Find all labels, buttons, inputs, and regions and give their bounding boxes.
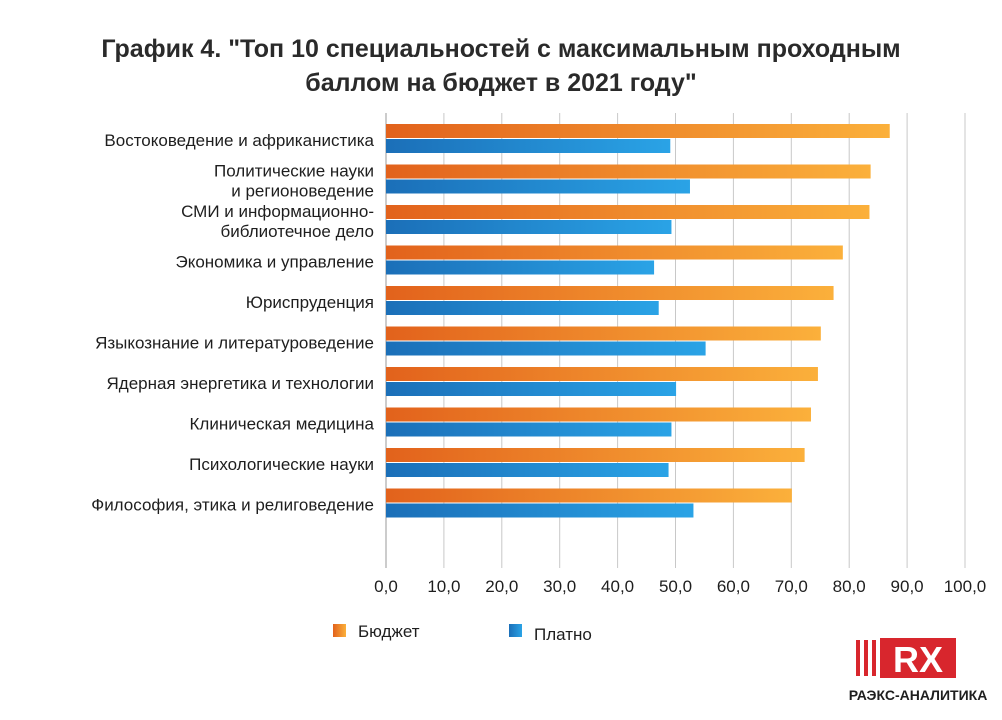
category-labels: Востоковедение и африканистика Политическ…	[91, 131, 374, 515]
paid-bar	[386, 463, 669, 477]
legend-label-budget: Бюджет	[358, 622, 420, 641]
logo-mark: RX	[893, 639, 943, 680]
x-tick-label: 100,0	[944, 577, 987, 596]
x-tick-label: 30,0	[543, 577, 576, 596]
budget-bar	[386, 205, 870, 219]
raex-logo: RX РАЭКС-АНАЛИТИКА	[849, 638, 988, 703]
paid-bar	[386, 422, 672, 437]
x-tick-label: 40,0	[601, 577, 634, 596]
bars-group	[386, 124, 890, 518]
budget-bar	[386, 326, 821, 341]
paid-bar	[386, 382, 677, 396]
paid-bar	[386, 220, 672, 234]
category-label: Политические науки	[214, 162, 374, 181]
chart-title-line-1: График 4. "Топ 10 специальностей с макси…	[101, 35, 901, 63]
paid-bar	[386, 341, 706, 356]
category-label: Ядерная энергетика и технологии	[107, 374, 374, 393]
category-label: Клиническая медицина	[190, 415, 375, 434]
legend-label-paid: Платно	[534, 625, 592, 644]
x-tick-label: 20,0	[485, 577, 518, 596]
budget-bar	[386, 367, 818, 381]
category-label: Языкознание и литературоведение	[95, 334, 374, 353]
legend-swatch-paid	[509, 624, 522, 637]
budget-bar	[386, 488, 792, 503]
budget-bar	[386, 164, 871, 179]
chart-title-line-2: баллом на бюджет в 2021 году"	[305, 69, 697, 97]
paid-bar	[386, 179, 690, 194]
paid-bar	[386, 503, 694, 518]
category-label: Юриспруденция	[246, 293, 374, 312]
x-tick-label: 50,0	[659, 577, 692, 596]
logo-bar-2	[864, 640, 868, 676]
x-axis-tick-labels: 0,0 10,0 20,0 30,0 40,0 50,0 60,0 70,0 80,0 90,0 1…	[374, 577, 986, 596]
category-label: и регионоведение	[231, 182, 374, 201]
category-label: СМИ и информационно-	[181, 202, 374, 221]
legend-swatch-budget	[333, 624, 346, 637]
category-label: Психологические науки	[189, 455, 374, 474]
x-tick-label: 0,0	[374, 577, 398, 596]
logo-bar-3	[872, 640, 876, 676]
x-tick-label: 80,0	[833, 577, 866, 596]
x-tick-label: 70,0	[775, 577, 808, 596]
budget-bar	[386, 124, 890, 138]
x-tick-label: 60,0	[717, 577, 750, 596]
category-label: Философия, этика и религоведение	[91, 496, 374, 515]
budget-bar	[386, 286, 834, 300]
category-label: Экономика и управление	[175, 253, 374, 272]
legend: Бюджет Платно	[333, 622, 592, 644]
paid-bar	[386, 301, 659, 315]
x-tick-label: 10,0	[427, 577, 460, 596]
category-label: библиотечное дело	[221, 222, 374, 241]
logo-text: РАЭКС-АНАЛИТИКА	[849, 687, 988, 703]
logo-bar-1	[856, 640, 860, 676]
paid-bar	[386, 260, 655, 275]
paid-bar	[386, 139, 671, 153]
category-label: Востоковедение и африканистика	[104, 131, 374, 150]
logo-box	[880, 638, 956, 678]
budget-bar	[386, 448, 805, 462]
x-tick-label: 90,0	[891, 577, 924, 596]
budget-bar	[386, 245, 843, 260]
budget-bar	[386, 407, 811, 422]
chart-title: График 4. "Топ 10 специальностей с макси…	[0, 32, 1002, 100]
